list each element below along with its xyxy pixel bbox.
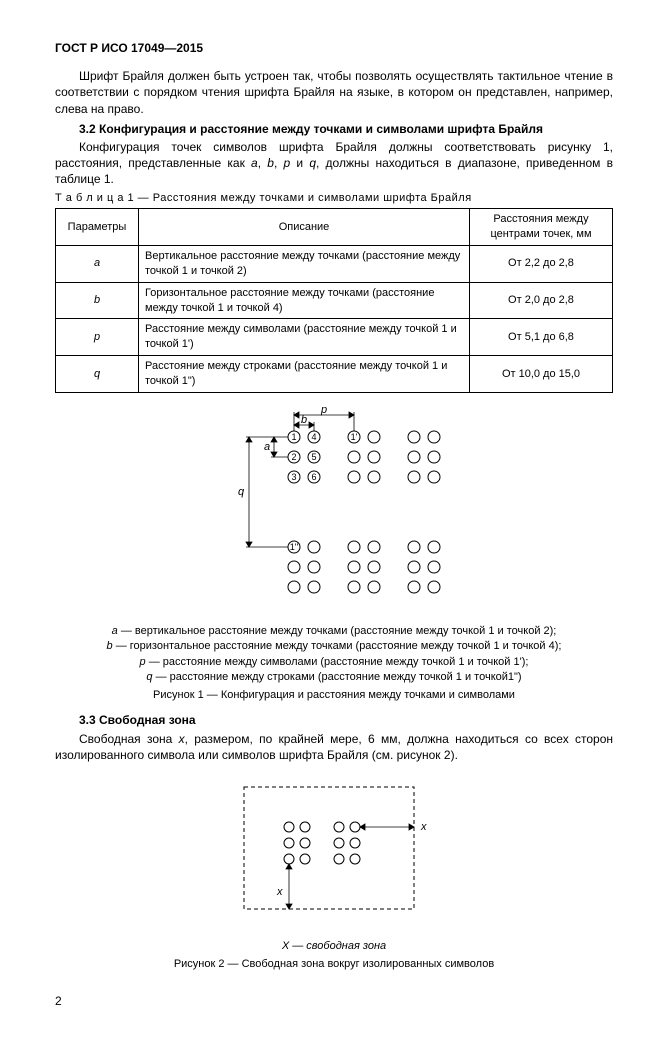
figure-1-legend: a — вертикальное расстояние между точкам… bbox=[55, 624, 613, 686]
figure-2: x x bbox=[55, 777, 613, 931]
dot-3-label: 3 bbox=[291, 472, 296, 482]
dim-p-label: p bbox=[320, 407, 327, 416]
section-3-3-title: 3.3 Свободная зона bbox=[55, 712, 613, 728]
table-row: a Вертикальное расстояние между точками … bbox=[56, 246, 613, 283]
table-1-caption: Т а б л и ц а 1 — Расстояния между точка… bbox=[55, 191, 613, 206]
figure-2-x-caption: X — свободная зона bbox=[282, 940, 386, 952]
table-row: q Расстояние между строками (расстояние … bbox=[56, 356, 613, 393]
figure-1: 1 2 3 4 5 6 1' 1'' p b a bbox=[55, 407, 613, 616]
th-desc: Описание bbox=[139, 209, 470, 246]
figure-2-svg: x x bbox=[229, 777, 439, 927]
section-3-2-paragraph: Конфигурация точек символов шрифта Брайл… bbox=[55, 139, 613, 188]
section-3-2-title: 3.2 Конфигурация и расстояние между точк… bbox=[55, 121, 613, 137]
figure-2-legend: X — свободная зона bbox=[55, 939, 613, 954]
figure-2-title: Рисунок 2 — Свободная зона вокруг изолир… bbox=[55, 957, 613, 972]
dim-b-label: b bbox=[301, 414, 307, 426]
table-1: Параметры Описание Расстояния между цент… bbox=[55, 208, 613, 392]
dot-4-label: 4 bbox=[311, 432, 316, 442]
table-row: p Расстояние между символами (расстояние… bbox=[56, 319, 613, 356]
cell-desc: Горизонтальное расстояние между точками … bbox=[139, 282, 470, 319]
cell-val: От 2,0 до 2,8 bbox=[470, 282, 613, 319]
dot-1pp-label: 1'' bbox=[290, 542, 299, 552]
dot-2-label: 2 bbox=[291, 452, 296, 462]
cell-val: От 5,1 до 6,8 bbox=[470, 319, 613, 356]
dot-6-label: 6 bbox=[311, 472, 316, 482]
th-dist: Расстояния между центрами точек, мм bbox=[470, 209, 613, 246]
cell-param: a bbox=[56, 246, 139, 283]
cell-desc: Расстояние между строками (расстояние ме… bbox=[139, 356, 470, 393]
cell-param: p bbox=[56, 319, 139, 356]
cell-param: q bbox=[56, 356, 139, 393]
cell-desc: Вертикальное расстояние между точками (р… bbox=[139, 246, 470, 283]
dot-1-label: 1 bbox=[291, 432, 296, 442]
cell-val: От 10,0 до 15,0 bbox=[470, 356, 613, 393]
intro-paragraph: Шрифт Брайля должен быть устроен так, чт… bbox=[55, 68, 613, 117]
th-param: Параметры bbox=[56, 209, 139, 246]
figure-1-title: Рисунок 1 — Конфигурация и расстояния ме… bbox=[55, 688, 613, 703]
doc-header: ГОСТ Р ИСО 17049—2015 bbox=[55, 40, 613, 56]
dim-x-bottom: x bbox=[276, 886, 283, 898]
cell-desc: Расстояние между символами (расстояние м… bbox=[139, 319, 470, 356]
dim-q-label: q bbox=[238, 486, 245, 498]
table-header-row: Параметры Описание Расстояния между цент… bbox=[56, 209, 613, 246]
dim-a-label: a bbox=[264, 441, 270, 453]
dot-1p-label: 1' bbox=[351, 432, 358, 442]
figure-1-svg: 1 2 3 4 5 6 1' 1'' p b a bbox=[219, 407, 449, 612]
page-number: 2 bbox=[55, 993, 613, 1009]
table-row: b Горизонтальное расстояние между точкам… bbox=[56, 282, 613, 319]
cell-val: От 2,2 до 2,8 bbox=[470, 246, 613, 283]
section-3-3-paragraph: Свободная зона x, размером, по крайней м… bbox=[55, 731, 613, 763]
cell-param: b bbox=[56, 282, 139, 319]
dot-5-label: 5 bbox=[311, 452, 316, 462]
dim-x-right: x bbox=[420, 821, 427, 833]
